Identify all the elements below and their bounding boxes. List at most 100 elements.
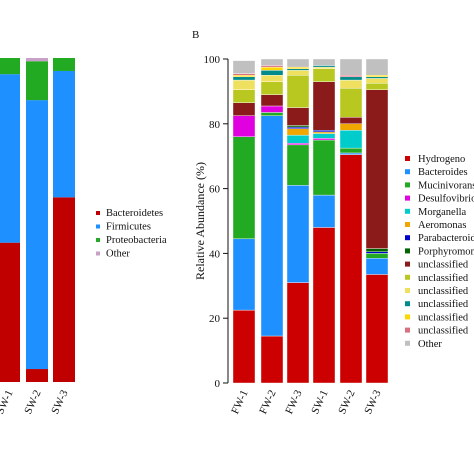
bar-segment-aeromonas-fw-3: [286, 128, 310, 136]
bar-segment-unclassified-4-sw-2: [339, 76, 363, 81]
bar-segment-firmicutes-sw-1: [0, 74, 20, 243]
x-tick-label-sw-2: SW-2: [22, 388, 43, 416]
bar-segment-unclassified-6-sw-2: [339, 74, 363, 78]
legend-swatch-unclassified-2: [405, 274, 410, 280]
bar-segment-parabacteroides-sw-3: [365, 251, 389, 254]
x-tick-label-sw-3: SW-3: [362, 388, 384, 416]
bar-segment-porphyromonas-fw-3: [286, 125, 310, 128]
bar-segment-hydrogeno-sw-2: [339, 154, 363, 384]
bar-segment-bacteroidetes-sw-2: [26, 369, 48, 382]
legend-label-unclassified-4: unclassified: [418, 299, 469, 310]
legend-label-other: Other: [418, 339, 442, 350]
bar-segment-unclassified-1-fw-2: [260, 94, 284, 107]
bar-segment-mucinivorans-sw-3: [365, 253, 389, 259]
bar-segment-other-sw-2: [26, 58, 48, 62]
bar-segment-other-fw-2: [260, 58, 284, 66]
panel-label-b: B: [192, 29, 199, 41]
bar-segment-proteobacteria-sw-3: [53, 58, 75, 71]
legend-label-bacteroidetes: Bacteroidetes: [106, 208, 163, 219]
legend-label-proteobacteria: Proteobacteria: [106, 235, 167, 246]
panel-a-phylum-chart: FW-1SW-1SW-2SW-3BacteroidetesFirmicutesP…: [0, 58, 167, 416]
y-tick-label-40: 40: [209, 248, 221, 260]
x-tick-label-fw-1: FW-1: [229, 388, 250, 416]
bar-segment-unclassified-4-sw-3: [365, 76, 389, 79]
legend-swatch-unclassified-1: [405, 261, 410, 267]
bar-segment-unclassified-4-fw-2: [260, 70, 284, 76]
bar-segment-unclassified-5-sw-3: [365, 74, 389, 78]
y-tick-label-60: 60: [209, 184, 221, 196]
y-tick-label-20: 20: [209, 313, 221, 325]
legend-label-unclassified-1: unclassified: [418, 260, 469, 271]
legend-label-mucinivorans: Mucinivorans: [418, 180, 474, 191]
bar-segment-other-sw-2: [339, 58, 363, 76]
bar-segment-bacteroides-fw-3: [286, 185, 310, 283]
legend-label-unclassified-3: unclassified: [418, 286, 469, 297]
bar-segment-bacteroidetes-sw-1: [0, 242, 20, 382]
bar-segment-unclassified-1-fw-1: [232, 102, 256, 116]
bar-segment-unclassified-1-sw-2: [339, 117, 363, 124]
bar-segment-hydrogeno-sw-3: [365, 274, 389, 384]
bar-segment-unclassified-5-fw-3: [286, 66, 310, 69]
bar-segment-bacteroides-sw-1: [312, 194, 336, 228]
legend-swatch-porphyromonas: [405, 248, 410, 254]
y-tick-label-0: 0: [215, 378, 221, 390]
bar-segment-mucinivorans-fw-2: [260, 112, 284, 116]
bar-segment-other-fw-3: [286, 58, 310, 68]
bar-segment-hydrogeno-fw-3: [286, 282, 310, 384]
bar-segment-bacteroidetes-sw-3: [53, 197, 75, 382]
bar-segment-proteobacteria-sw-2: [26, 61, 48, 101]
bar-segment-mucinivorans-fw-3: [286, 144, 310, 186]
bar-segment-parabacteroides-fw-3: [286, 126, 310, 129]
x-tick-label-sw-1: SW-1: [0, 388, 16, 416]
bar-segment-bacteroides-fw-1: [232, 238, 256, 311]
legend-panel-a: Bacteroidetes Firmicutes Proteobacteria Oth…: [96, 208, 167, 260]
bar-segment-unclassified-3-fw-2: [260, 74, 284, 82]
bar-segment-mucinivorans-fw-1: [232, 136, 256, 240]
legend-label-desulfovibrio: Desulfovibrio: [418, 194, 474, 205]
bar-segment-bacteroides-sw-2: [339, 152, 363, 155]
legend-label-unclassified-5: unclassified: [418, 312, 469, 323]
legend-swatch-morganella: [405, 208, 410, 214]
bar-segment-unclassified-6-fw-2: [260, 65, 284, 68]
legend-swatch-unclassified-5: [405, 314, 410, 320]
bar-segment-desulfovibrio-fw-2: [260, 105, 284, 113]
legend-label-porphyromonas: Porphyromonas: [418, 246, 474, 257]
bar-segment-unclassified-1-fw-3: [286, 107, 310, 126]
bar-segment-morganella-sw-1: [312, 133, 336, 139]
bar-segment-hydrogeno-sw-1: [312, 227, 336, 384]
legend-label-aeromonas: Aeromonas: [418, 220, 466, 231]
legend-label-parabacteroides: Parabacteroides: [418, 233, 474, 244]
bar-segment-unclassified-3-fw-3: [286, 70, 310, 76]
legend-panel-b: Hydrogeno Bacteroides Mucinivorans Desulfov…: [405, 154, 474, 350]
legend-swatch-proteobacteria: [96, 238, 100, 242]
legend-swatch-unclassified-3: [405, 288, 410, 293]
x-tick-label-fw-2: FW-2: [257, 388, 278, 416]
legend-swatch-other: [405, 340, 410, 346]
bar-segment-bacteroides-sw-3: [365, 258, 389, 275]
bar-segment-unclassified-5-fw-2: [260, 66, 284, 71]
bar-segment-hydrogeno-fw-2: [260, 335, 284, 384]
bar-segment-unclassified-2-fw-1: [232, 89, 256, 103]
bar-segment-unclassified-2-sw-2: [339, 87, 363, 118]
bar-segment-aeromonas-sw-1: [312, 131, 336, 134]
bar-segment-other-sw-1: [312, 58, 336, 66]
legend-label-hydrogeno: Hydrogeno: [418, 154, 465, 165]
legend-label-morganella: Morganella: [418, 207, 467, 218]
bar-segment-unclassified-3-fw-1: [232, 79, 256, 90]
bar-segment-unclassified-1-sw-1: [312, 81, 336, 131]
bar-segment-other-sw-3: [365, 58, 389, 76]
legend-label-other: Other: [106, 249, 130, 260]
bar-segment-desulfovibrio-fw-1: [232, 115, 256, 137]
legend-label-bacteroides: Bacteroides: [418, 167, 468, 178]
y-axis-title: Relative Abundance (%): [193, 162, 207, 280]
bar-segment-hydrogeno-fw-1: [232, 309, 256, 384]
x-tick-label-sw-1: SW-1: [309, 388, 330, 416]
bar-segment-unclassified-2-fw-3: [286, 74, 310, 108]
x-tick-label-sw-3: SW-3: [49, 388, 71, 416]
legend-swatch-parabacteroides: [405, 235, 410, 241]
bar-segment-firmicutes-sw-2: [26, 100, 48, 370]
bar-segment-proteobacteria-sw-1: [0, 58, 20, 75]
legend-swatch-desulfovibrio: [405, 195, 410, 201]
legend-swatch-unclassified-4: [405, 301, 410, 307]
